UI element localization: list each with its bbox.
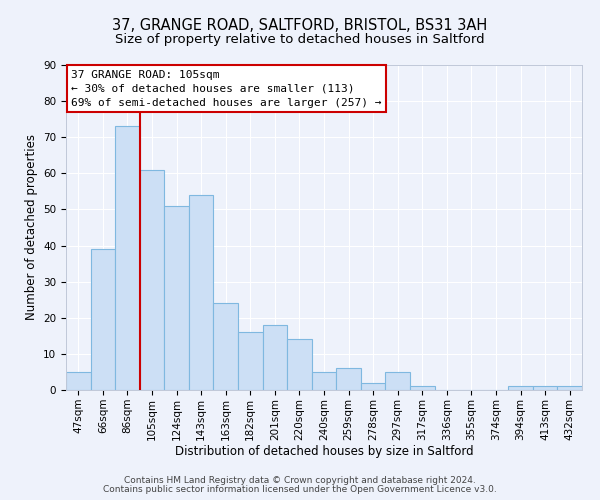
Bar [410,386,434,390]
Bar [312,372,336,390]
Bar [361,383,385,390]
Bar [533,386,557,390]
Bar [238,332,263,390]
Bar [385,372,410,390]
Text: Size of property relative to detached houses in Saltford: Size of property relative to detached ho… [115,32,485,46]
Bar [263,325,287,390]
Bar [91,249,115,390]
Bar [557,386,582,390]
Bar [214,304,238,390]
Bar [66,372,91,390]
Bar [508,386,533,390]
Text: 37, GRANGE ROAD, SALTFORD, BRISTOL, BS31 3AH: 37, GRANGE ROAD, SALTFORD, BRISTOL, BS31… [112,18,488,32]
Bar [336,368,361,390]
Bar [287,340,312,390]
Bar [189,195,214,390]
Bar [164,206,189,390]
Bar [140,170,164,390]
Y-axis label: Number of detached properties: Number of detached properties [25,134,38,320]
X-axis label: Distribution of detached houses by size in Saltford: Distribution of detached houses by size … [175,446,473,458]
Text: 37 GRANGE ROAD: 105sqm
← 30% of detached houses are smaller (113)
69% of semi-de: 37 GRANGE ROAD: 105sqm ← 30% of detached… [71,70,382,108]
Bar [115,126,140,390]
Text: Contains public sector information licensed under the Open Government Licence v3: Contains public sector information licen… [103,485,497,494]
Text: Contains HM Land Registry data © Crown copyright and database right 2024.: Contains HM Land Registry data © Crown c… [124,476,476,485]
